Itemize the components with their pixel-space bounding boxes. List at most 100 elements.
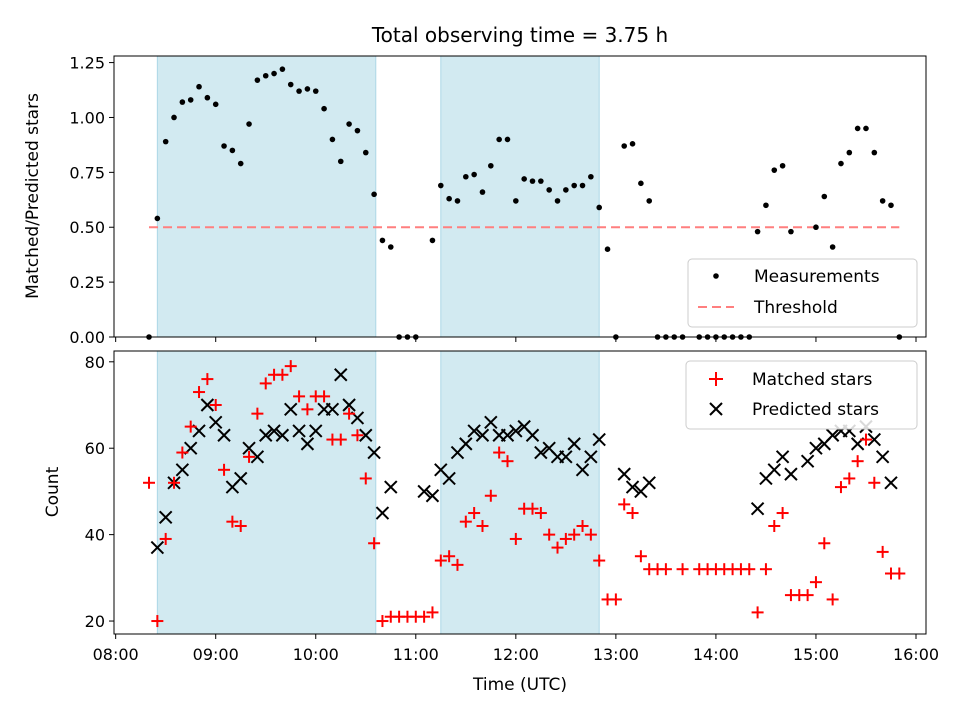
measurement-point [529,178,536,184]
predicted-point [300,437,315,451]
matched-point [509,532,522,545]
measurement-point [571,182,577,189]
top-y-axis-label: Matched/Predicted stars [23,93,43,299]
matched-point [493,446,506,459]
matched-point [801,589,814,602]
top-y-tick-label: 0.00 [69,328,105,347]
matched-point [351,429,364,442]
predicted-point [367,445,381,460]
bottom-observing-band [440,350,600,635]
x-tick-label: 14:00 [693,645,739,664]
measurement-point [604,246,611,252]
matched-point [201,373,214,386]
predicted-point [775,450,790,464]
measurement-point [488,162,494,169]
matched-point [751,606,764,619]
legend-predicted-marker [709,402,723,416]
predicted-point [800,454,815,468]
matched-point [359,472,372,485]
predicted-point [425,489,440,503]
predicted-point [309,424,323,438]
predicted-point [384,480,398,494]
measurement-point [871,149,878,156]
top-y-tick-label: 0.75 [69,163,105,182]
matched-point [434,554,447,567]
matched-point [659,563,672,576]
measurement-point [471,171,477,178]
predicted-point [267,424,281,438]
measurement-point [504,136,511,143]
bottom-observing-band [156,350,377,635]
measurement-point [221,143,227,149]
measurement-point [229,147,236,154]
measurement-point [754,228,761,235]
measurement-point [429,237,436,244]
measurement-point [846,149,853,156]
matched-point [184,420,197,433]
matched-point [368,537,381,550]
matched-point [759,563,772,576]
matched-point [626,507,639,520]
matched-point [243,450,256,463]
predicted-point [375,506,390,520]
predicted-point [592,432,606,447]
matched-point [834,481,847,494]
measurement-point [763,202,769,209]
measurement-point [621,143,628,149]
top-panel: 0.00 0.25 0.50 0.75 1.00 1.25 Matched/Predict… [23,54,927,347]
matched-point [609,593,622,606]
matched-point [251,407,264,420]
predicted-point [750,501,765,516]
measurement-point [204,94,211,101]
measurement-point [346,121,352,127]
matched-point [443,550,456,563]
bottom-y-tick-label: 40 [85,526,105,545]
measurement-point [296,88,302,94]
measurement-point [588,173,594,180]
measurement-point [838,160,844,167]
measurement-point [387,244,394,250]
predicted-point [200,398,215,412]
measurement-point [171,114,177,121]
matched-point [559,532,572,545]
matched-point [859,433,872,446]
measurement-point [454,198,461,204]
matched-point [676,563,689,576]
matched-point [551,541,564,554]
matched-point [418,610,431,623]
matched-point [293,390,306,403]
top-observing-band [156,55,377,338]
measurement-point [521,176,527,182]
matched-point [168,476,181,489]
predicted-point [284,402,298,417]
top-legend: Measurements Threshold [687,258,918,328]
matched-point [618,498,631,511]
top-y-tick-label: 1.25 [69,54,105,73]
predicted-point [584,450,598,464]
matched-point [584,528,597,541]
matched-point [176,446,189,459]
measurement-point [179,99,186,105]
matched-point [851,455,864,468]
measurement-point [779,162,786,169]
measurement-point [563,187,569,193]
matched-point [868,476,881,489]
legend-measurements-label: Measurements [754,267,880,287]
predicted-point [442,471,456,486]
measurement-point [554,198,561,204]
matched-point [893,567,906,580]
matched-point [234,519,247,532]
measurement-point [438,182,444,189]
measurement-point [496,136,502,143]
bottom-y-tick-label: 60 [85,439,105,458]
x-tick-label: 16:00 [893,645,939,664]
matched-point [143,476,156,489]
predicted-point [259,428,273,442]
matched-point [334,433,347,446]
measurement-point [187,97,194,103]
predicted-point [567,437,581,451]
matched-point [776,507,789,520]
matched-point [543,528,556,541]
matched-point [468,507,481,520]
bottom-legend: Matched stars Predicted stars [685,360,918,430]
